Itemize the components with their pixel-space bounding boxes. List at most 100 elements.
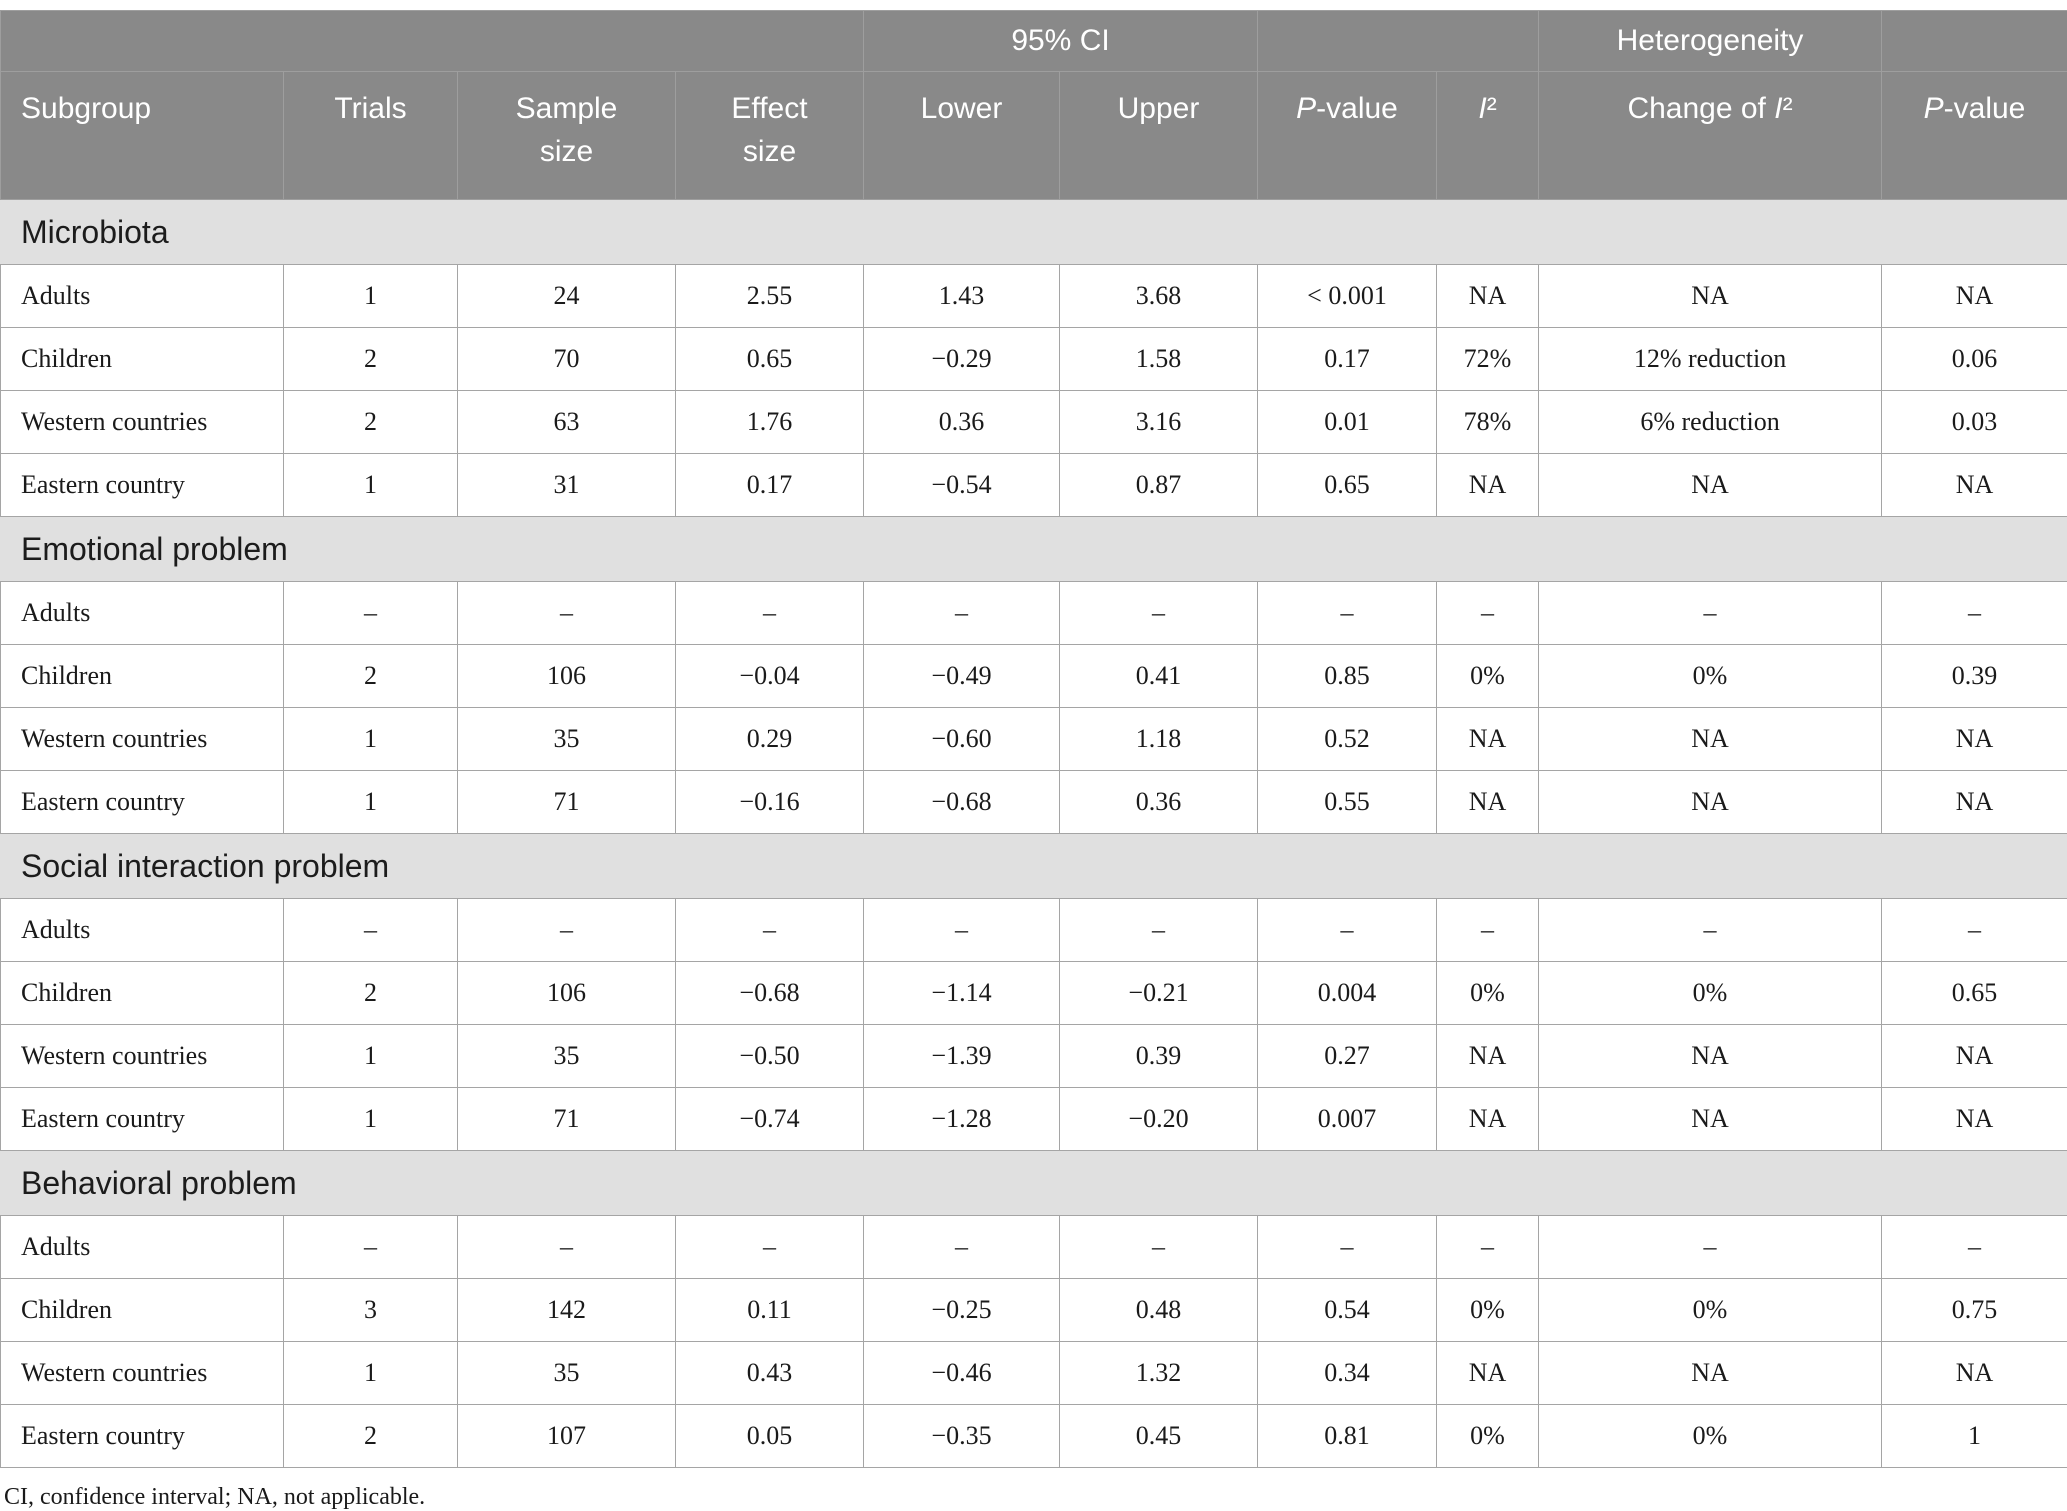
- value-cell: 12% reduction: [1539, 328, 1882, 391]
- value-cell: NA: [1437, 454, 1539, 517]
- value-cell: –: [1258, 582, 1437, 645]
- footnote: CI, confidence interval; NA, not applica…: [0, 1484, 2067, 1511]
- value-cell: NA: [1539, 771, 1882, 834]
- value-cell: −0.68: [864, 771, 1060, 834]
- section-header-row: Emotional problem: [1, 517, 2067, 582]
- value-cell: 1.58: [1060, 328, 1258, 391]
- value-cell: –: [284, 899, 458, 962]
- value-cell: –: [1437, 582, 1539, 645]
- value-cell: NA: [1882, 265, 2067, 328]
- value-cell: 0.81: [1258, 1405, 1437, 1468]
- column-header-cell: Effect size: [676, 72, 864, 200]
- value-cell: 0.17: [1258, 328, 1437, 391]
- column-header-cell: P-value: [1258, 72, 1437, 200]
- value-cell: –: [1060, 1216, 1258, 1279]
- value-cell: 0.39: [1060, 1025, 1258, 1088]
- value-cell: 0.36: [1060, 771, 1258, 834]
- value-cell: –: [676, 899, 864, 962]
- subgroup-cell: Adults: [1, 899, 284, 962]
- value-cell: –: [1882, 1216, 2067, 1279]
- value-cell: 2: [284, 645, 458, 708]
- value-cell: 0.06: [1882, 328, 2067, 391]
- value-cell: 2: [284, 328, 458, 391]
- value-cell: –: [458, 582, 676, 645]
- value-cell: 1: [284, 1342, 458, 1405]
- value-cell: −0.54: [864, 454, 1060, 517]
- value-cell: 78%: [1437, 391, 1539, 454]
- value-cell: NA: [1539, 265, 1882, 328]
- value-cell: 0.27: [1258, 1025, 1437, 1088]
- value-cell: 70: [458, 328, 676, 391]
- value-cell: –: [1539, 582, 1882, 645]
- value-cell: −0.68: [676, 962, 864, 1025]
- subgroup-cell: Western countries: [1, 1342, 284, 1405]
- value-cell: –: [458, 1216, 676, 1279]
- value-cell: 2.55: [676, 265, 864, 328]
- value-cell: 71: [458, 771, 676, 834]
- value-cell: 1.32: [1060, 1342, 1258, 1405]
- subgroup-cell: Adults: [1, 265, 284, 328]
- subgroup-cell: Adults: [1, 1216, 284, 1279]
- value-cell: −0.16: [676, 771, 864, 834]
- value-cell: NA: [1437, 771, 1539, 834]
- value-cell: –: [1258, 899, 1437, 962]
- value-cell: 3.68: [1060, 265, 1258, 328]
- value-cell: 71: [458, 1088, 676, 1151]
- value-cell: –: [1437, 899, 1539, 962]
- value-cell: 0.45: [1060, 1405, 1258, 1468]
- value-cell: 0.01: [1258, 391, 1437, 454]
- value-cell: 0.41: [1060, 645, 1258, 708]
- value-cell: 1: [284, 265, 458, 328]
- value-cell: –: [1882, 899, 2067, 962]
- value-cell: −0.20: [1060, 1088, 1258, 1151]
- value-cell: 0.39: [1882, 645, 2067, 708]
- value-cell: 0%: [1437, 1405, 1539, 1468]
- value-cell: 35: [458, 708, 676, 771]
- value-cell: 6% reduction: [1539, 391, 1882, 454]
- value-cell: 35: [458, 1342, 676, 1405]
- value-cell: 0%: [1539, 645, 1882, 708]
- subgroup-cell: Western countries: [1, 391, 284, 454]
- value-cell: 0.55: [1258, 771, 1437, 834]
- value-cell: −0.04: [676, 645, 864, 708]
- value-cell: 1.76: [676, 391, 864, 454]
- value-cell: −0.21: [1060, 962, 1258, 1025]
- column-header-cell: Change of I²: [1539, 72, 1882, 200]
- subgroup-cell: Children: [1, 1279, 284, 1342]
- value-cell: NA: [1437, 1342, 1539, 1405]
- subgroup-cell: Children: [1, 645, 284, 708]
- value-cell: –: [864, 899, 1060, 962]
- section-header-row: Microbiota: [1, 200, 2067, 265]
- value-cell: −0.49: [864, 645, 1060, 708]
- value-cell: 0%: [1539, 1279, 1882, 1342]
- value-cell: 0%: [1539, 962, 1882, 1025]
- value-cell: 1.43: [864, 265, 1060, 328]
- value-cell: –: [676, 1216, 864, 1279]
- value-cell: –: [1437, 1216, 1539, 1279]
- value-cell: 106: [458, 645, 676, 708]
- subgroup-cell: Eastern country: [1, 454, 284, 517]
- column-header-cell: Sample size: [458, 72, 676, 200]
- data-row: Adults–––––––––: [1, 1216, 2067, 1279]
- value-cell: 72%: [1437, 328, 1539, 391]
- value-cell: 0.007: [1258, 1088, 1437, 1151]
- value-cell: 1: [284, 454, 458, 517]
- value-cell: 0.65: [1882, 962, 2067, 1025]
- value-cell: NA: [1882, 708, 2067, 771]
- value-cell: 0.03: [1882, 391, 2067, 454]
- value-cell: 142: [458, 1279, 676, 1342]
- column-header-cell: Subgroup: [1, 72, 284, 200]
- group-header-spacer: [1258, 11, 1539, 72]
- value-cell: 0%: [1437, 645, 1539, 708]
- value-cell: NA: [1437, 265, 1539, 328]
- section-header-row: Behavioral problem: [1, 1151, 2067, 1216]
